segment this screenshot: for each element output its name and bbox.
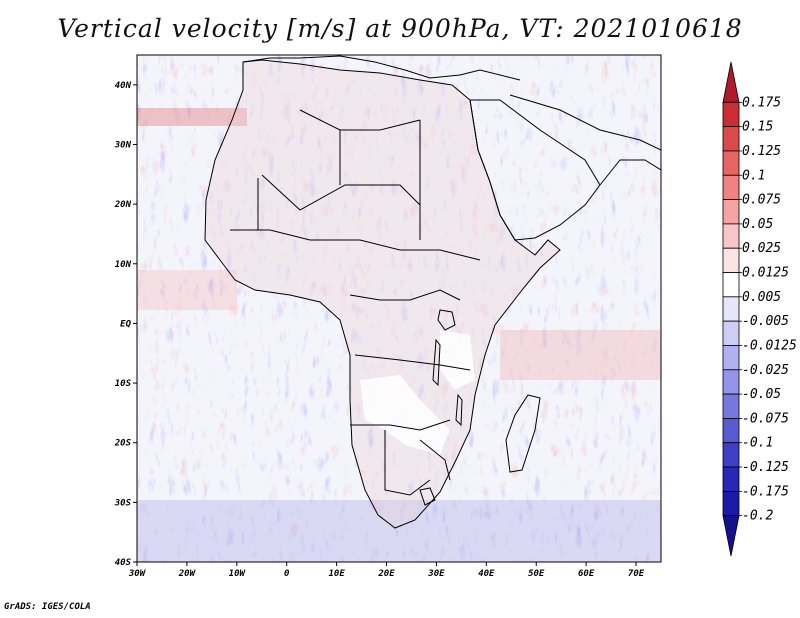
colorbar-swatch — [722, 223, 740, 249]
colorbar-swatch — [722, 126, 740, 152]
footer-credit: GrADS: IGES/COLA — [4, 602, 91, 612]
colorbar-top-arrow — [722, 61, 740, 103]
colorbar: 0.175 0.15 0.125 0.1 0.075 0.05 0.025 0.0125 0.0… — [722, 61, 797, 557]
x-tick-label: 0 — [284, 569, 290, 579]
colorbar-swatch — [722, 247, 740, 273]
x-tick-label: 50E — [528, 569, 545, 579]
chart-title: Vertical velocity [m/s] at 900hPa, VT: 2… — [57, 14, 743, 43]
x-tick-label: 40E — [478, 569, 495, 579]
plot-frame — [136, 54, 662, 563]
x-tick-label: 30E — [427, 569, 445, 579]
colorbar-bottom-arrow — [722, 515, 740, 557]
y-tick-label: 30S — [114, 498, 132, 508]
y-tick-label: 20N — [114, 200, 132, 210]
colorbar-swatch — [722, 490, 740, 517]
colorbar-label: -0.075 — [742, 411, 789, 426]
y-tick-label: 40S — [115, 558, 132, 568]
x-tick-label: 30W — [128, 569, 147, 579]
colorbar-swatch — [722, 101, 740, 128]
colorbar-label: 0.125 — [742, 144, 781, 159]
colorbar-label: -0.025 — [742, 363, 789, 378]
colorbar-swatch — [722, 393, 740, 419]
colorbar-swatch — [722, 296, 740, 322]
x-tick-label: 70E — [628, 569, 645, 579]
colorbar-swatch — [722, 272, 740, 298]
y-tick-label: 40N — [115, 81, 132, 91]
colorbar-swatch — [722, 199, 740, 225]
colorbar-label: -0.0125 — [742, 338, 797, 353]
colorbar-swatch — [722, 369, 740, 395]
velocity-field — [137, 55, 661, 562]
y-tick-label: 10N — [115, 260, 132, 270]
x-tick-label: 10W — [229, 569, 247, 579]
colorbar-swatch — [722, 466, 740, 492]
x-tick-label: 20W — [178, 569, 197, 579]
colorbar-label: -0.005 — [742, 314, 789, 329]
colorbar-label: 0.075 — [742, 193, 781, 208]
colorbar-swatch — [722, 150, 740, 176]
y-axis: 40N 30N 20N 10N EQ 10S 20S 30S 40S — [114, 81, 137, 568]
colorbar-label: 0.15 — [742, 120, 773, 135]
colorbar-label: 0.025 — [742, 241, 781, 256]
x-tick-label: 60E — [578, 569, 595, 579]
colorbar-swatch — [722, 418, 740, 444]
colorbar-label: -0.05 — [742, 387, 781, 402]
x-tick-label: 10E — [328, 569, 345, 579]
y-tick-label: 30N — [114, 140, 132, 150]
colorbar-label: -0.125 — [742, 460, 789, 475]
y-tick-label: EQ — [120, 319, 131, 329]
colorbar-swatch — [722, 442, 740, 468]
colorbar-label: 0.175 — [742, 95, 781, 110]
colorbar-label: 0.1 — [742, 168, 765, 183]
y-tick-label: 20S — [114, 439, 132, 449]
coastlines — [204, 55, 661, 529]
x-axis: 30W 20W 10W 0 10E 20E 30E 40E 50E 60E 70E — [128, 562, 645, 579]
colorbar-swatch — [722, 345, 740, 371]
colorbar-label: 0.05 — [742, 217, 773, 232]
y-tick-label: 10S — [115, 379, 132, 389]
colorbar-label: -0.175 — [742, 484, 789, 499]
colorbar-swatch — [722, 174, 740, 200]
x-tick-label: 20E — [377, 569, 395, 579]
colorbar-label: 0.0125 — [742, 266, 789, 281]
colorbar-label: -0.2 — [742, 509, 773, 524]
colorbar-label: -0.1 — [742, 436, 773, 451]
colorbar-swatch — [722, 320, 740, 346]
colorbar-label: 0.005 — [742, 290, 781, 305]
